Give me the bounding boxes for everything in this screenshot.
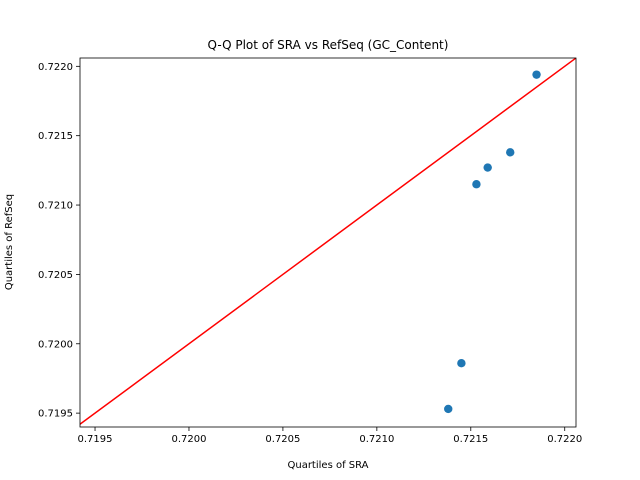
- x-tick-label-1: 0.7195: [78, 434, 113, 445]
- data-point-2: [457, 358, 466, 368]
- y-tick-label-4: 0.7210: [38, 201, 73, 212]
- x-axis-title: Quartiles of SRA: [287, 460, 368, 471]
- data-point-6: [532, 70, 541, 79]
- x-tick-label-2: 0.7200: [171, 434, 206, 445]
- chart-title: Q-Q Plot of SRA vs RefSeq (GC_Content): [208, 38, 449, 52]
- x-tick-label-6: 0.7220: [547, 434, 582, 445]
- data-point-5: [506, 148, 515, 157]
- y-axis-title: Quartiles of RefSeq: [4, 194, 15, 290]
- y-tick-label-1: 0.7195: [38, 409, 73, 420]
- reference-line: [80, 58, 576, 426]
- plot-frame: [79, 57, 577, 428]
- data-point-3: [472, 180, 481, 189]
- plot-area: 0.7195 0.7200 0.7205 0.7210 0.7215 0.7220 0.71…: [38, 57, 582, 445]
- x-tick-label-5: 0.7215: [453, 434, 488, 445]
- data-point-1: [444, 404, 453, 414]
- y-tick-label-3: 0.7205: [38, 270, 73, 281]
- x-tick-label-4: 0.7210: [359, 434, 394, 445]
- y-tick-label-2: 0.7200: [38, 339, 73, 350]
- x-tick-label-3: 0.7205: [265, 434, 300, 445]
- y-tick-label-6: 0.7220: [38, 62, 73, 73]
- y-tick-label-5: 0.7215: [38, 131, 73, 142]
- data-point-4: [483, 163, 492, 172]
